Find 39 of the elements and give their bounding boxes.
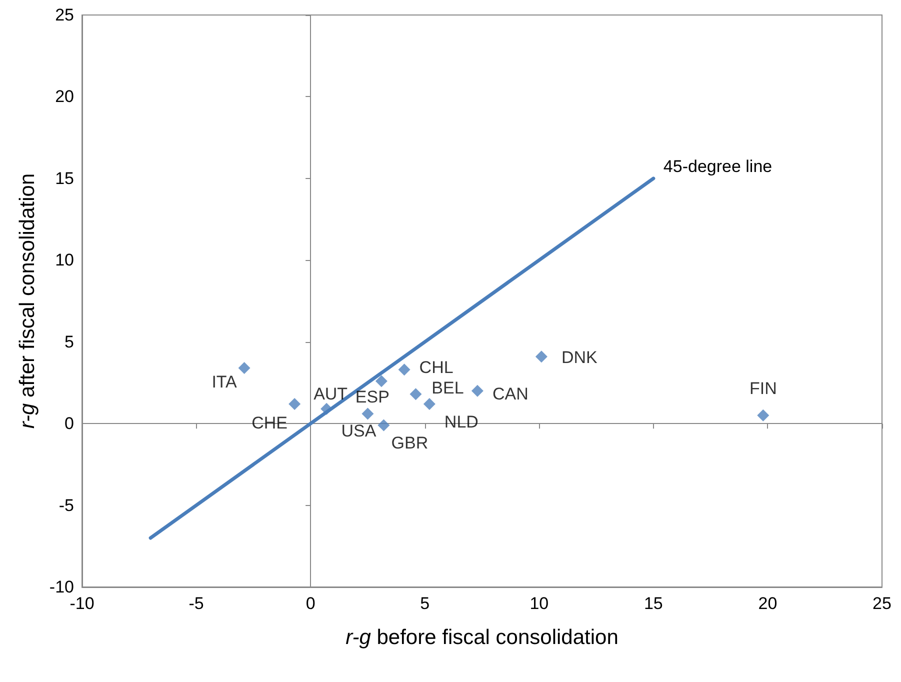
y-tick-label: -5 xyxy=(58,496,74,515)
annotation: ITA xyxy=(212,372,238,392)
x-tick-label: 25 xyxy=(872,594,892,613)
point xyxy=(362,408,374,420)
point xyxy=(423,398,436,410)
point xyxy=(398,364,410,376)
y-tick-label: -10 xyxy=(49,578,74,596)
x-tick-label: 5 xyxy=(420,594,430,613)
annotation: DNK xyxy=(561,348,598,368)
point xyxy=(535,350,548,363)
series-label: 45-degree line xyxy=(663,156,772,176)
x-axis-title: r-g before fiscal consolidation xyxy=(346,626,618,649)
x-tick-label: 15 xyxy=(644,594,663,613)
annotation: GBR xyxy=(391,434,428,453)
point xyxy=(471,384,484,397)
y-tick-label: 5 xyxy=(64,332,74,352)
annotation: CAN xyxy=(492,384,528,404)
x-tick-label: 10 xyxy=(530,594,549,613)
annotation: ESP xyxy=(355,388,390,407)
point xyxy=(238,362,250,374)
annotation: AUT xyxy=(314,384,348,404)
point xyxy=(288,398,301,410)
y-tick-label: 0 xyxy=(64,414,74,434)
annotation: USA xyxy=(341,421,377,440)
y-tick-label: 15 xyxy=(55,168,74,188)
y-tick-label: 10 xyxy=(55,250,74,270)
x-tick-label: -5 xyxy=(188,594,204,613)
annotation: BEL xyxy=(432,378,464,398)
y-axis-title: r-g after fiscal consolidation xyxy=(16,173,39,429)
point xyxy=(757,409,770,422)
point xyxy=(410,388,422,400)
x-tick-label: 20 xyxy=(758,594,778,613)
y-tick-label: 25 xyxy=(55,6,74,24)
x-tick-label: 0 xyxy=(306,594,316,613)
annotation: CHL xyxy=(419,358,454,378)
y-tick-label: 20 xyxy=(55,87,74,106)
point xyxy=(378,419,390,432)
annotation: FIN xyxy=(749,378,777,398)
point xyxy=(375,375,388,388)
